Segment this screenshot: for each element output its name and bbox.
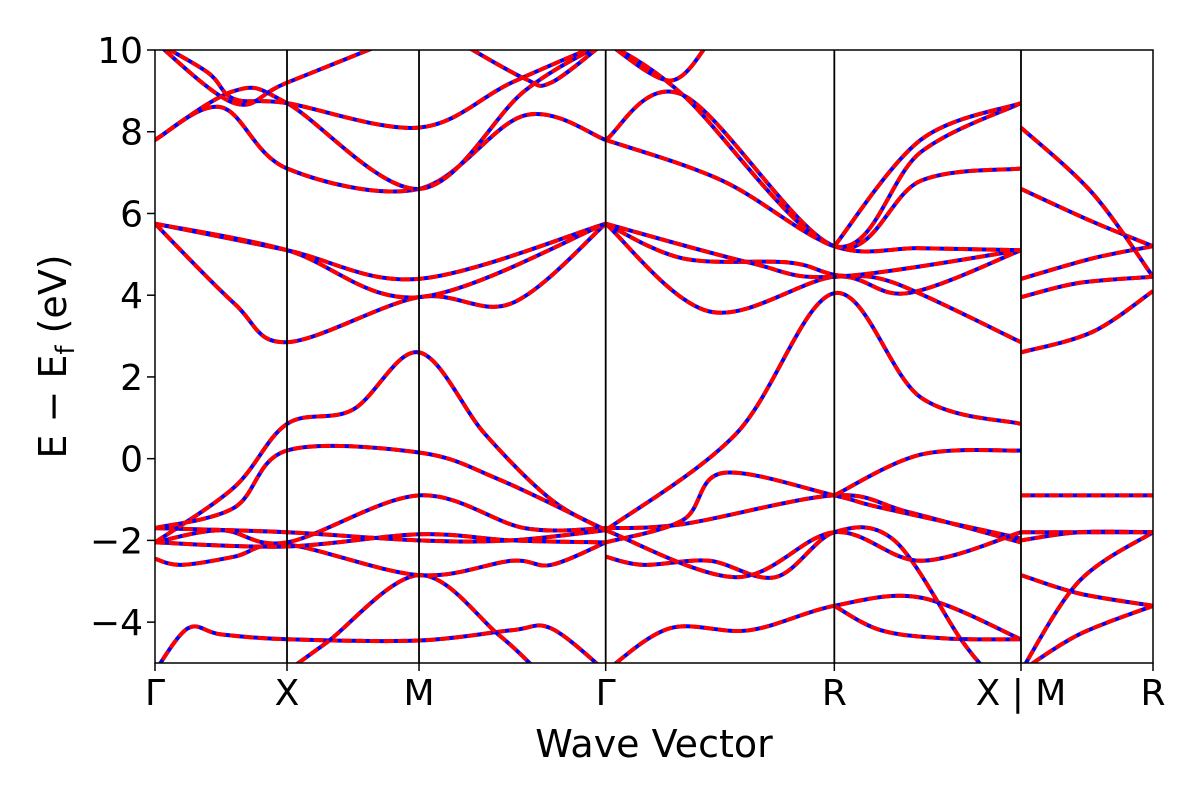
y-tick-label: 6	[120, 194, 143, 235]
band-14-segment-3-primary	[832, 101, 1022, 248]
y-tick-label: 8	[120, 113, 143, 154]
band-8-segment-2-primary	[1020, 289, 1153, 355]
band-12-segment-1-overlay	[604, 89, 1022, 251]
band-12-segment-2-primary	[1019, 126, 1153, 278]
y-tick-label: 10	[97, 31, 143, 72]
band-7-segment-0-overlay	[155, 443, 607, 533]
band-14-segment-1-primary	[468, 50, 599, 88]
band-8-segment-2-overlay	[1020, 289, 1153, 355]
high-symmetry-lines	[286, 50, 1022, 663]
band-10-segment-1-overlay	[605, 221, 1022, 280]
band-11-segment-0-primary	[155, 104, 607, 194]
band-1-segment-0-primary	[294, 573, 533, 663]
band-4-segment-1-primary	[605, 470, 1022, 545]
band-10-segment-0-overlay	[155, 221, 607, 300]
y-tick-label: 4	[120, 276, 143, 317]
band-9-segment-2-overlay	[1020, 274, 1153, 300]
x-tick-label: R	[1140, 673, 1165, 714]
band-11-segment-2-overlay	[1020, 187, 1153, 249]
band-13-segment-0-overlay	[165, 50, 592, 130]
band-14-segment-2-overlay	[613, 50, 706, 83]
band-9-segment-1-overlay	[604, 221, 1022, 345]
x-tick-label: Γ	[596, 673, 616, 714]
y-axis-label-sub: f	[51, 345, 81, 355]
band-5-segment-1-overlay	[605, 528, 1022, 580]
band-8-segment-0-overlay	[155, 222, 607, 345]
plot-frame	[154, 49, 1154, 664]
band-4-segment-0-overlay	[155, 526, 606, 544]
band-10-segment-2-overlay	[1020, 244, 1153, 281]
y-tick-label: −4	[90, 603, 143, 644]
x-axis: Γ X M Γ R X | M R	[145, 663, 1166, 714]
band-3-segment-0-overlay	[155, 493, 606, 546]
band-13-segment-1-primary	[615, 50, 1022, 249]
band-9-segment-0-primary	[155, 221, 607, 282]
x-tick-label: R	[822, 673, 847, 714]
band-3-segment-1-primary	[605, 493, 1022, 545]
band-8-segment-0-primary	[155, 222, 607, 345]
band-14-segment-3-overlay	[832, 101, 1022, 248]
band-14-segment-0-overlay	[161, 50, 374, 107]
band-11-segment-0-overlay	[155, 104, 607, 194]
band-1-segment-0-overlay	[294, 573, 533, 663]
band-2-segment-1-overlay	[605, 525, 983, 663]
band-7-segment-1-overlay	[833, 448, 1022, 498]
x-tick-label: M	[403, 673, 434, 714]
y-tick-label: 0	[120, 440, 143, 481]
band-9-segment-0-overlay	[155, 221, 607, 282]
y-axis: −4 −2 0 2 4 6 8 10	[90, 31, 155, 644]
band-12-segment-1-primary	[604, 89, 1022, 251]
y-axis-label-unit: (eV)	[31, 254, 75, 345]
band-0-segment-0-overlay	[158, 623, 600, 663]
band-3-segment-1-overlay	[605, 493, 1022, 545]
x-tick-label: Γ	[145, 673, 165, 714]
band-0-segment-0-primary	[158, 623, 600, 663]
band-12-segment-0-overlay	[155, 50, 595, 191]
band-2-segment-0-overlay	[155, 540, 607, 578]
x-axis-label: Wave Vector	[535, 722, 773, 766]
band-7-segment-1-primary	[833, 448, 1022, 498]
y-tick-label: −2	[90, 521, 143, 562]
band-4-segment-1-overlay	[605, 470, 1022, 545]
y-tick-label: 2	[120, 358, 143, 399]
band-6-segment-1-overlay	[604, 291, 1022, 532]
band-11-segment-1-overlay	[605, 138, 1022, 254]
y-axis-label-main: E − E	[31, 355, 75, 459]
band-6-segment-0-overlay	[155, 350, 607, 545]
band-1-segment-2-overlay	[1020, 573, 1153, 608]
band-2-segment-2-overlay	[1023, 530, 1153, 663]
band-5-segment-0-overlay	[155, 532, 606, 549]
band-6-segment-1-primary	[604, 291, 1022, 532]
band-13-segment-1-overlay	[615, 50, 1022, 249]
band-lines	[155, 50, 1153, 663]
band-1-segment-1-overlay	[833, 604, 1022, 642]
band-12-segment-2-overlay	[1019, 126, 1153, 278]
x-tick-label: X	[275, 673, 300, 714]
y-axis-label: E − Ef (eV)	[31, 254, 81, 458]
x-tick-label: X | M	[976, 673, 1067, 714]
band-14-segment-1-overlay	[468, 50, 599, 88]
